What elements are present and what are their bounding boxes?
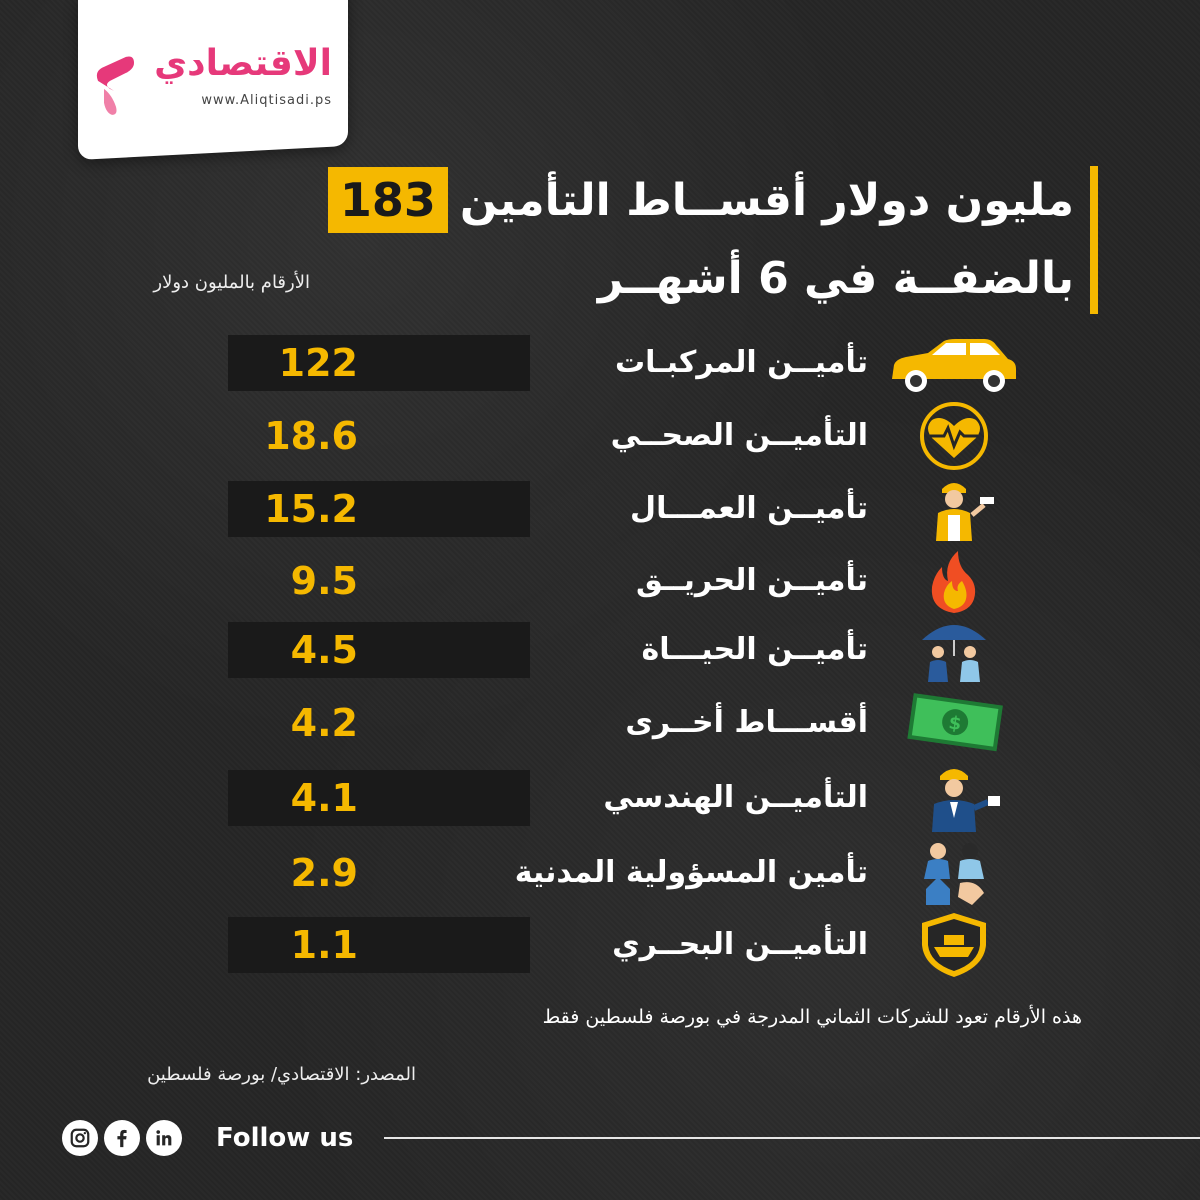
footer-divider [384, 1137, 1200, 1139]
table-row: 2.9 تأمين المسؤولية المدنية [0, 843, 1200, 905]
engineer-icon [884, 764, 1024, 832]
title-text-1: مليون دولار أقســاط التأمين [459, 174, 1074, 226]
facebook-icon[interactable] [104, 1120, 140, 1156]
row-stripe [228, 481, 530, 537]
row-value: 4.2 [290, 701, 358, 745]
table-row: 4.5 تأميــن الحيـــاة [0, 622, 1200, 682]
heart-pulse-icon [884, 402, 1024, 470]
row-stripe [228, 335, 530, 391]
row-value: 15.2 [264, 487, 358, 531]
follow-us-label: Follow us [216, 1123, 354, 1153]
footer: Follow us [62, 1118, 353, 1158]
svg-text:$: $ [947, 712, 962, 735]
title-line-1: مليون دولار أقســاط التأمين 183 [327, 166, 1074, 234]
row-stripe [228, 622, 530, 678]
ship-shield-icon [884, 911, 1024, 979]
table-row: 9.5 تأميــن الحريــق [0, 551, 1200, 613]
row-stripe [228, 917, 530, 973]
row-value: 4.5 [290, 628, 358, 672]
source-note: المصدر: الاقتصادي/ بورصة فلسطين [147, 1064, 416, 1085]
car-icon [884, 329, 1024, 397]
money-icon: $ [884, 689, 1024, 757]
table-row: 4.2 أقســـاط أخــرى $ [0, 693, 1200, 752]
row-stripe [228, 770, 530, 826]
disclaimer-note: هذه الأرقام تعود للشركات الثماني المدرجة… [542, 1006, 1082, 1028]
table-row: 1.1 التأميــن البحــري [0, 913, 1200, 977]
fire-icon [884, 547, 1024, 615]
row-label: التأميــن البحــري [612, 927, 868, 962]
table-row: 122 تأميــن المركبـات [0, 335, 1200, 392]
title-line-2: بالضفــة في 6 أشهــر [597, 253, 1074, 304]
row-value: 18.6 [264, 414, 358, 458]
row-label: التأميــن الهندسي [603, 780, 868, 815]
instagram-icon[interactable] [62, 1120, 98, 1156]
table-row: 4.1 التأميــن الهندسي [0, 769, 1200, 832]
liability-icon [884, 839, 1024, 907]
row-label: التأميــن الصحــي [610, 418, 868, 453]
umbrella-family-icon [884, 616, 1024, 684]
brand-url: www.Aliqtisadi.ps [201, 92, 332, 108]
row-label: أقســـاط أخــرى [625, 705, 868, 740]
row-label: تأميــن الحريــق [636, 563, 868, 598]
row-value: 122 [278, 341, 358, 385]
table-row: 15.2 تأميــن العمـــال [0, 481, 1200, 541]
brand-logo-icon [96, 56, 134, 115]
worker-icon [884, 475, 1024, 543]
row-value: 4.1 [290, 776, 358, 820]
row-value: 1.1 [290, 923, 358, 967]
row-label: تأميــن المركبـات [615, 345, 868, 380]
row-label: تأمين المسؤولية المدنية [514, 855, 868, 890]
units-note: الأرقام بالمليون دولار [153, 272, 310, 293]
linkedin-icon[interactable] [146, 1120, 182, 1156]
row-value: 9.5 [290, 559, 358, 603]
title-accent-bar [1090, 166, 1098, 314]
row-value: 2.9 [290, 851, 358, 895]
brand-name: الاقتصادي [154, 42, 332, 84]
logo-card: الاقتصادي www.Aliqtisadi.ps [78, 0, 348, 160]
row-label: تأميــن الحيـــاة [641, 632, 868, 667]
row-label: تأميــن العمـــال [630, 491, 868, 526]
title-highlight-number: 183 [327, 167, 448, 233]
table-row: 18.6 التأميــن الصحــي [0, 402, 1200, 470]
